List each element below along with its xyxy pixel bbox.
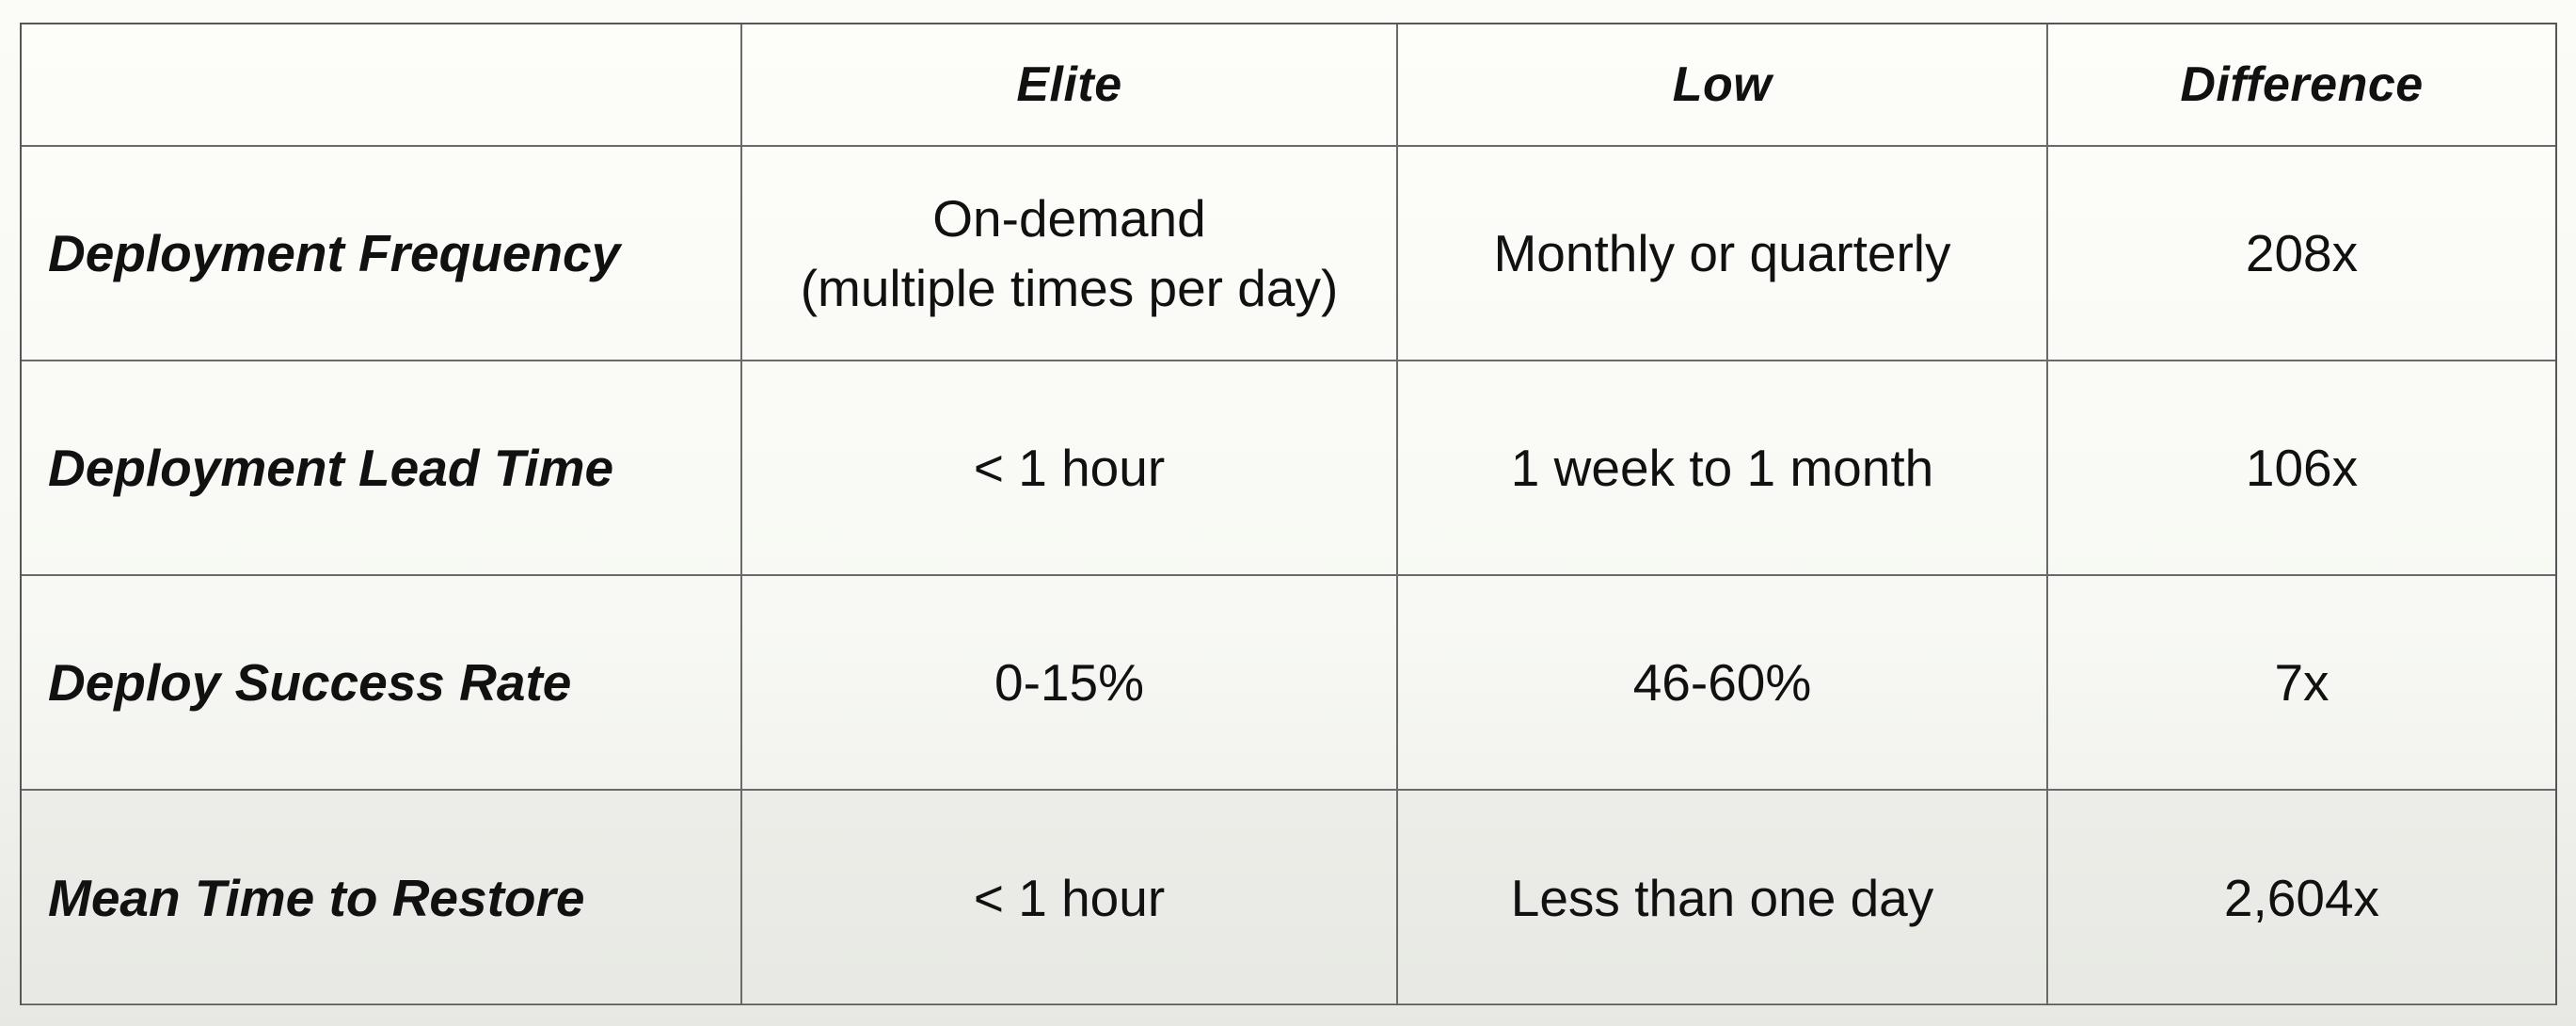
low-value: 1 week to 1 month [1396, 360, 2048, 576]
comparison-table-grid: Elite Low Difference Deployment Frequenc… [22, 24, 2555, 1004]
elite-value-line: 0-15% [994, 653, 1144, 712]
table-row-deploy-success-rate: Deploy Success Rate 0-15% 46-60% 7x [22, 574, 2555, 791]
low-value: 46-60% [1396, 574, 2048, 791]
table-row-deployment-frequency: Deployment Frequency On-demand (multiple… [22, 145, 2555, 361]
elite-value: < 1 hour [740, 360, 1398, 576]
metric-label: Mean Time to Restore [22, 789, 742, 1004]
elite-value-line: < 1 hour [973, 868, 1166, 927]
elite-value: 0-15% [740, 574, 1398, 791]
table-row-deployment-lead-time: Deployment Lead Time < 1 hour 1 week to … [22, 360, 2555, 576]
header-empty-cell [22, 24, 742, 147]
table-row-mean-time-to-restore: Mean Time to Restore < 1 hour Less than … [22, 789, 2555, 1004]
difference-value: 2,604x [2046, 789, 2555, 1004]
metric-label: Deployment Lead Time [22, 360, 742, 576]
comparison-table: Elite Low Difference Deployment Frequenc… [20, 23, 2557, 1005]
difference-value: 7x [2046, 574, 2555, 791]
elite-value-line: (multiple times per day) [800, 259, 1339, 317]
metric-label: Deploy Success Rate [22, 574, 742, 791]
header-elite: Elite [740, 24, 1398, 147]
difference-value: 106x [2046, 360, 2555, 576]
elite-value: < 1 hour [740, 789, 1398, 1004]
header-low: Low [1396, 24, 2048, 147]
low-value: Less than one day [1396, 789, 2048, 1004]
difference-value: 208x [2046, 145, 2555, 361]
low-value: Monthly or quarterly [1396, 145, 2048, 361]
header-difference: Difference [2046, 24, 2555, 147]
elite-value-line: < 1 hour [973, 439, 1166, 497]
elite-value-line: On-demand [932, 189, 1206, 248]
table-header-row: Elite Low Difference [22, 24, 2555, 147]
metric-label: Deployment Frequency [22, 145, 742, 361]
elite-value: On-demand (multiple times per day) [740, 145, 1398, 361]
